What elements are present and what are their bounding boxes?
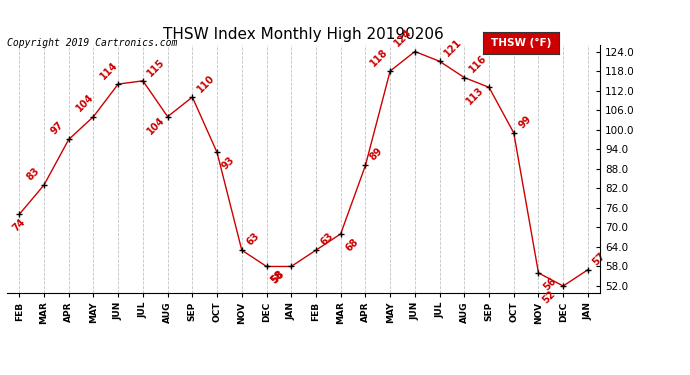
Text: 68: 68 <box>344 237 360 254</box>
Text: 52: 52 <box>541 289 558 305</box>
Text: 56: 56 <box>541 276 558 292</box>
Text: 57: 57 <box>591 250 607 267</box>
Text: 58: 58 <box>269 269 286 286</box>
Text: 89: 89 <box>368 146 385 163</box>
Text: 93: 93 <box>220 155 237 172</box>
Text: 99: 99 <box>517 114 533 130</box>
Text: 63: 63 <box>244 231 262 248</box>
Text: 97: 97 <box>49 120 66 136</box>
Text: 114: 114 <box>99 60 120 81</box>
Text: Copyright 2019 Cartronics.com: Copyright 2019 Cartronics.com <box>7 38 177 48</box>
Text: 121: 121 <box>442 37 464 58</box>
Text: 58: 58 <box>269 269 286 286</box>
Text: 74: 74 <box>11 217 28 234</box>
Text: 115: 115 <box>146 57 167 78</box>
Text: 118: 118 <box>368 47 389 68</box>
Text: 63: 63 <box>319 231 335 248</box>
Text: 104: 104 <box>146 115 167 136</box>
Text: 110: 110 <box>195 73 217 94</box>
Title: THSW Index Monthly High 20190206: THSW Index Monthly High 20190206 <box>164 27 444 42</box>
Text: THSW (°F): THSW (°F) <box>491 38 551 48</box>
Text: 124: 124 <box>393 27 414 49</box>
Text: 116: 116 <box>467 53 489 75</box>
Text: 83: 83 <box>25 165 41 182</box>
Text: 113: 113 <box>464 86 486 107</box>
Text: 104: 104 <box>74 93 95 114</box>
